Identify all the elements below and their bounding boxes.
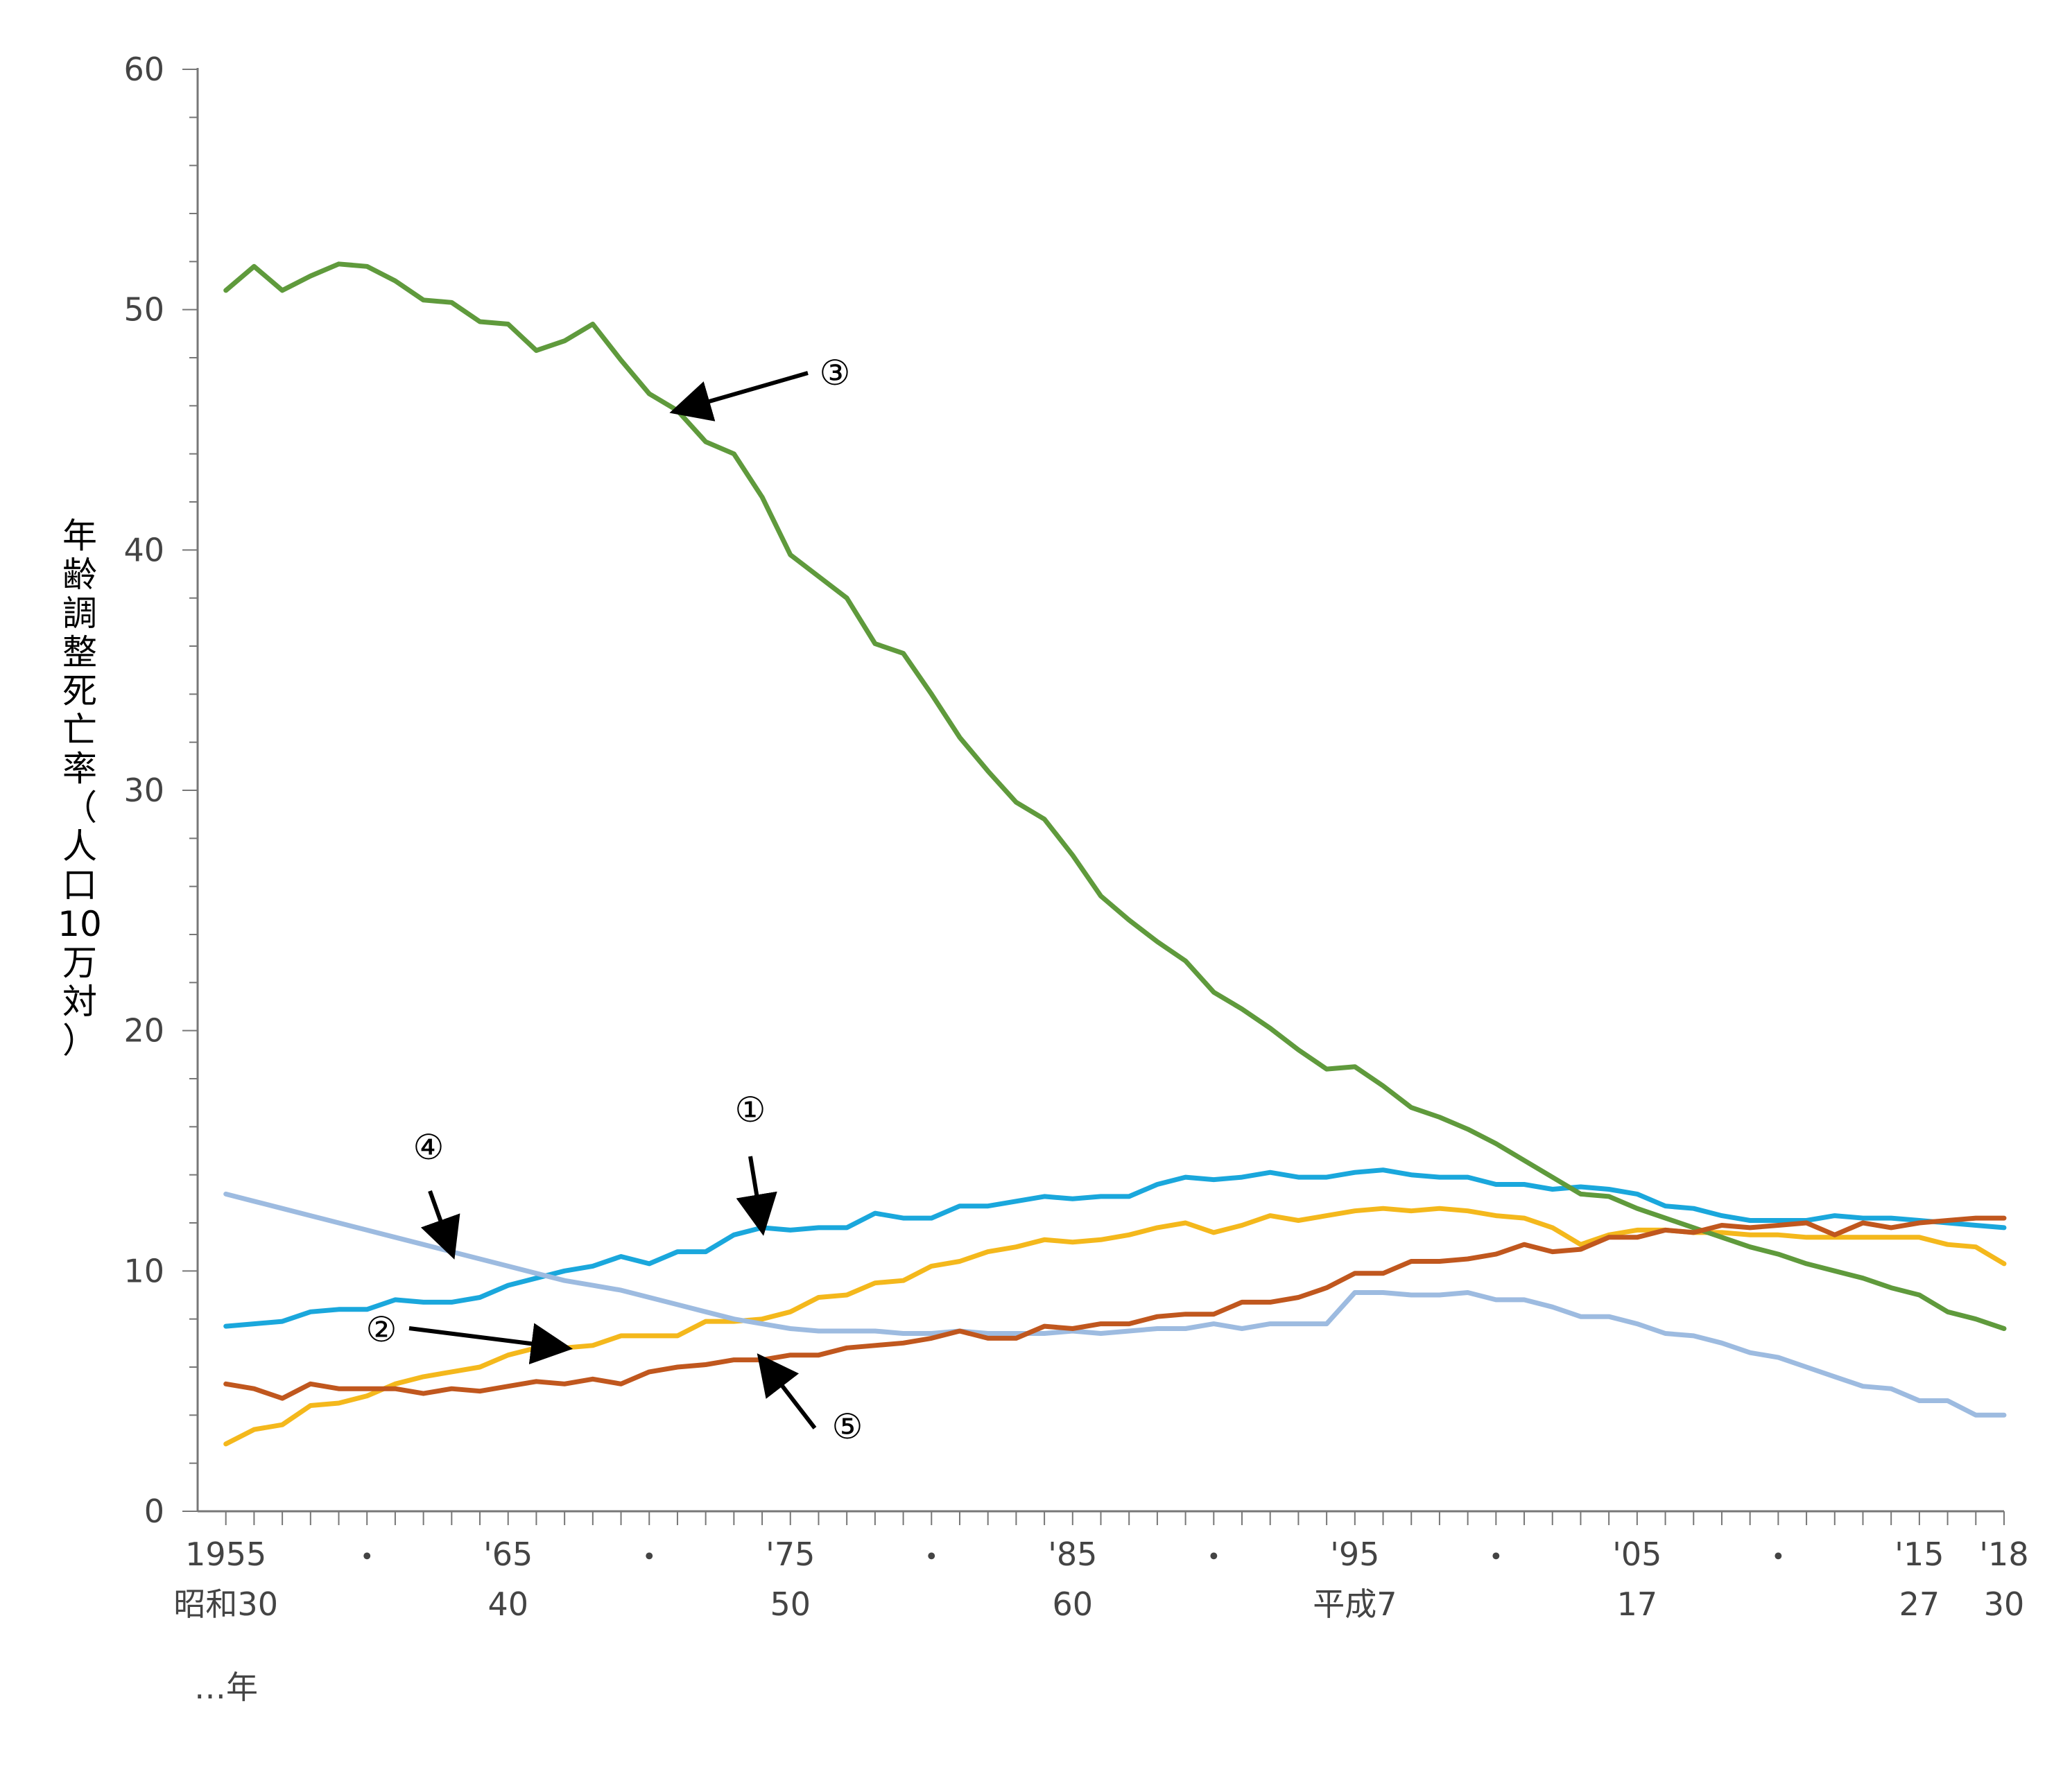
callouts: ① ② ③ ④ ⑤ bbox=[366, 353, 863, 1447]
x-tick-label-top: '05 bbox=[1612, 1536, 1661, 1573]
y-label-char: 整 bbox=[62, 632, 97, 672]
x-tick-label-bottom: 昭和30 bbox=[173, 1585, 278, 1623]
x-tick-label-bottom: 17 bbox=[1617, 1585, 1658, 1623]
y-label-char: 万 bbox=[62, 943, 97, 983]
callout-arrow-5 bbox=[757, 1353, 817, 1429]
series-line-1 bbox=[223, 1167, 2007, 1329]
callout-arrow-3 bbox=[669, 371, 809, 421]
x-tick-label-bottom: 27 bbox=[1899, 1585, 1940, 1623]
y-label-char: 年 bbox=[62, 516, 97, 556]
x-tick-label-top: 1955 bbox=[185, 1536, 266, 1573]
axes: 0 10 20 30 40 50 60 bbox=[123, 51, 2005, 1530]
x-unit-label: …年 bbox=[194, 1669, 258, 1706]
series-line-3 bbox=[223, 261, 2007, 1331]
y-tick-label: 60 bbox=[123, 51, 164, 88]
x-tick-label-top: '65 bbox=[483, 1536, 533, 1573]
x-tick-label-top: '18 bbox=[1979, 1536, 2028, 1573]
x-tick-label-bottom: 平成7 bbox=[1313, 1585, 1397, 1623]
x-tick-label-top: '15 bbox=[1894, 1536, 1944, 1573]
y-tick-label: 40 bbox=[123, 531, 164, 568]
x-tick-label-bottom: 40 bbox=[487, 1585, 528, 1623]
x-tick-label-top: '85 bbox=[1048, 1536, 1097, 1573]
y-label-char: 口 bbox=[62, 865, 97, 905]
y-label-char: 齢 bbox=[62, 555, 97, 595]
y-label-char: 率 bbox=[62, 749, 97, 789]
x-tick-label-bottom: 50 bbox=[770, 1585, 811, 1623]
x-tick-label-top: ・ bbox=[1480, 1538, 1512, 1576]
y-label-char: 死 bbox=[62, 671, 97, 711]
callout-label-1: ① bbox=[735, 1090, 766, 1130]
x-tick-label-top: ・ bbox=[633, 1538, 665, 1576]
series-lines bbox=[223, 261, 2007, 1447]
callout-label-5: ⑤ bbox=[832, 1407, 863, 1447]
callout-arrow-1 bbox=[736, 1156, 777, 1236]
y-label-char: 亡 bbox=[62, 710, 97, 750]
series-line-5 bbox=[223, 1215, 2007, 1401]
x-tick-label-bottom: 30 bbox=[1984, 1585, 2025, 1623]
callout-label-4: ④ bbox=[413, 1127, 444, 1167]
y-label-char: 調 bbox=[62, 593, 97, 634]
callout-arrow-4 bbox=[420, 1190, 460, 1260]
y-label-char: （ bbox=[62, 788, 97, 828]
y-tick-label: 50 bbox=[123, 291, 164, 329]
x-tick-label-top: '75 bbox=[766, 1536, 815, 1573]
y-tick-label: 10 bbox=[123, 1252, 164, 1289]
y-label-char: 人 bbox=[62, 826, 97, 867]
x-tick-label-bottom: 60 bbox=[1053, 1585, 1094, 1623]
x-tick-label-top: ・ bbox=[915, 1538, 947, 1576]
callout-label-3: ③ bbox=[820, 353, 851, 393]
callout-arrow-2 bbox=[408, 1323, 573, 1365]
y-tick-label: 20 bbox=[123, 1012, 164, 1050]
x-tick-label-top: ・ bbox=[351, 1538, 383, 1576]
x-tick-label-top: '95 bbox=[1330, 1536, 1379, 1573]
y-label-char: ） bbox=[62, 1020, 97, 1061]
y-label-char: 対 bbox=[62, 982, 97, 1022]
series-line-4 bbox=[223, 1191, 2007, 1418]
y-tick-label: 0 bbox=[144, 1493, 164, 1530]
x-axis-ticks: 1955 昭和30 ・ '65 40 ・ '75 50 ・ '85 60 ・ '95 平成7 ・ '05 17 ・… bbox=[173, 1536, 2028, 1706]
y-tick-label: 30 bbox=[123, 772, 164, 809]
x-tick-label-top: ・ bbox=[1762, 1538, 1794, 1576]
callout-label-2: ② bbox=[366, 1310, 397, 1350]
x-tick-label-top: ・ bbox=[1198, 1538, 1229, 1576]
y-label-char: 10 bbox=[58, 904, 102, 944]
